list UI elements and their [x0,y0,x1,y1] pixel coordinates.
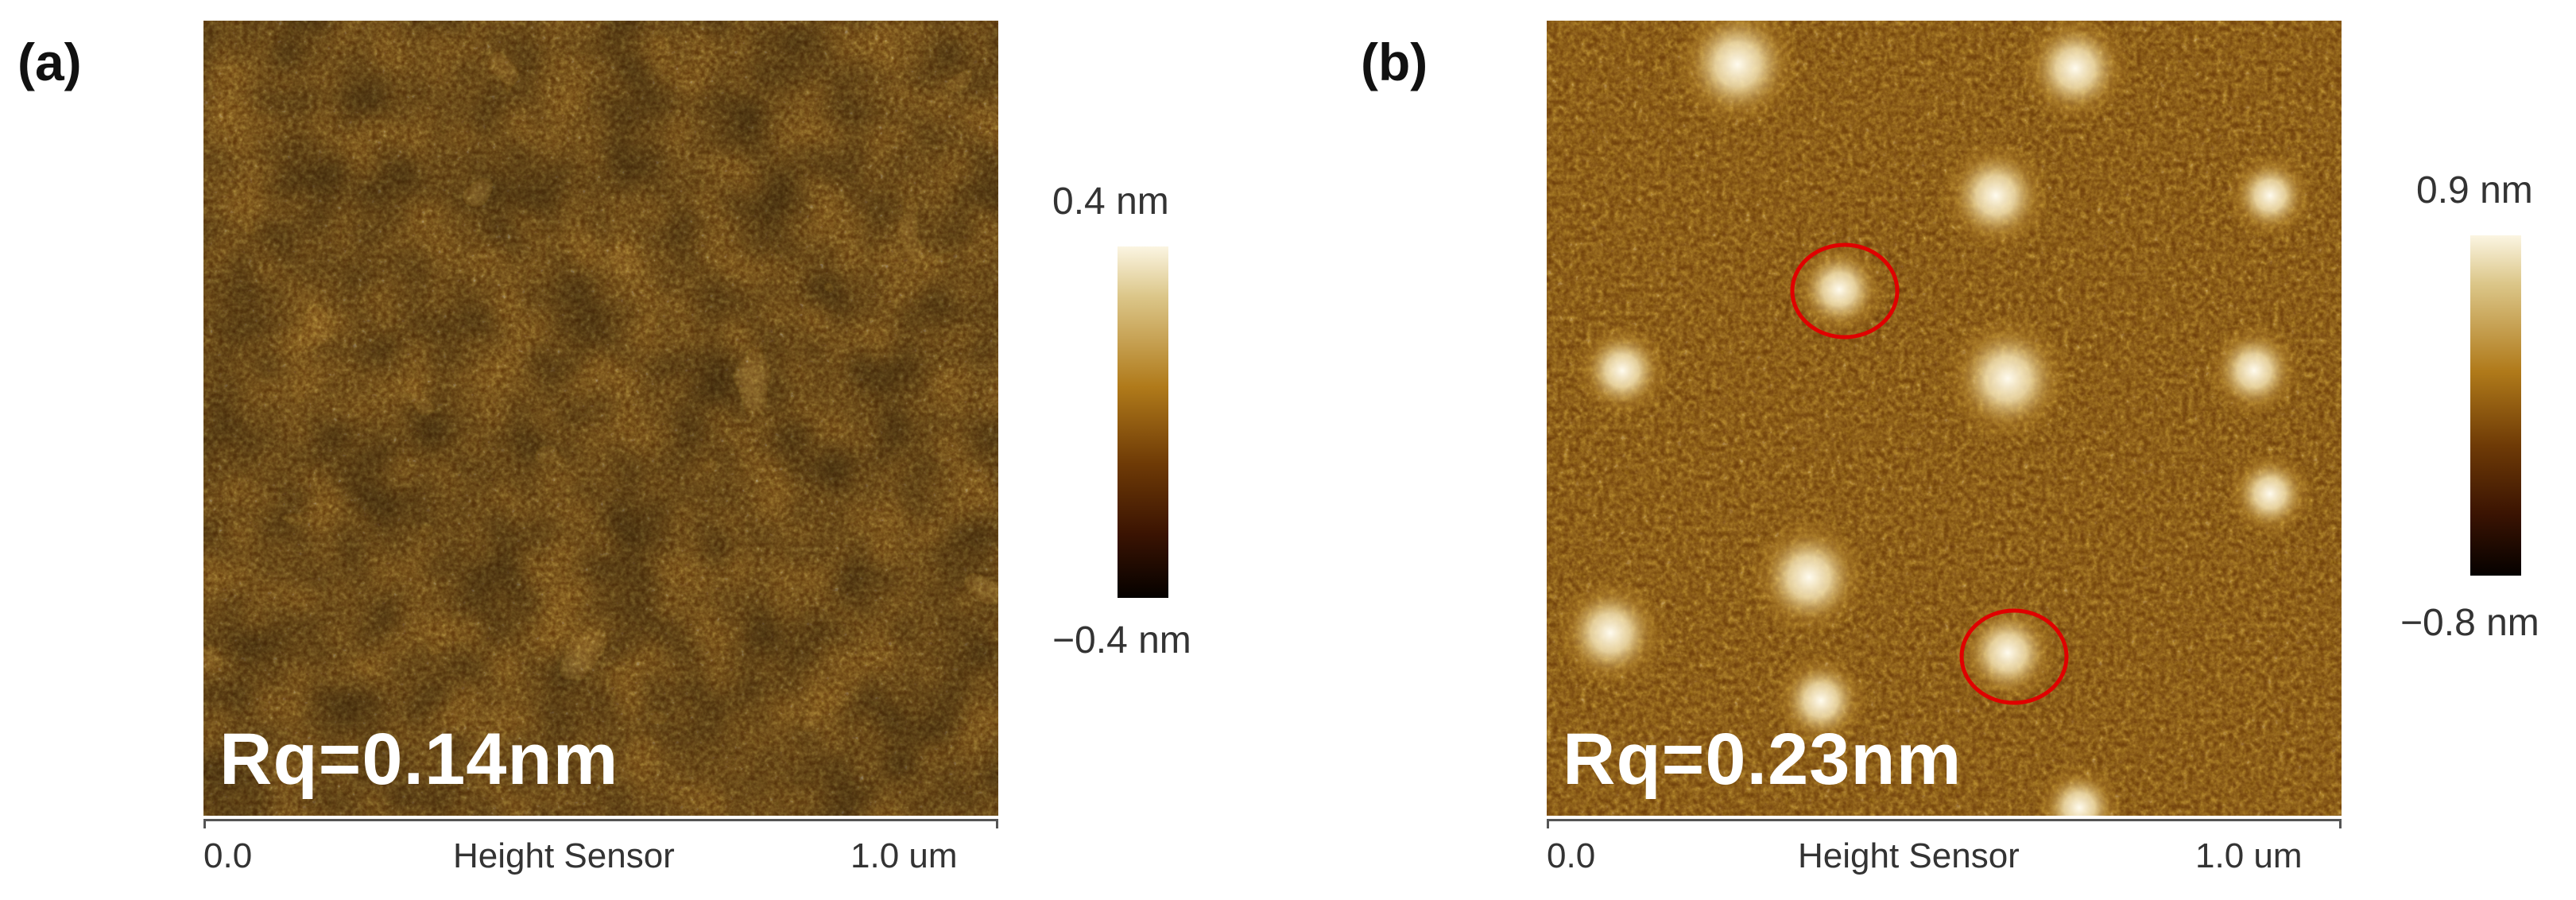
x-axis-tick-end-b [2339,819,2342,828]
x-axis-tick-start-b [1547,819,1549,828]
highlight-circle-2 [1959,608,2069,705]
x-axis-tick-start-a [203,819,206,828]
highlight-circle-1 [1790,242,1900,339]
x-axis-end-b: 1.0 um [2195,836,2303,875]
x-axis-label-b: Height Sensor [1798,836,2020,875]
height-scale-bar-b [2470,235,2521,576]
scale-min-b: −0.8 nm [2400,602,2539,644]
x-axis-line-a [203,819,998,821]
x-axis-label-a: Height Sensor [453,836,675,875]
afm-height-image-a: Rq=0.14nm [203,21,998,816]
roughness-label-b: Rq=0.23nm [1563,719,1962,800]
afm-height-image-b: Rq=0.23nm [1547,21,2342,816]
x-axis-start-b: 0.0 [1547,836,1596,875]
x-axis-end-a: 1.0 um [850,836,958,875]
x-axis-line-b [1547,819,2342,821]
x-axis-start-a: 0.0 [203,836,253,875]
scale-max-a: 0.4 nm [1052,180,1169,223]
scale-min-a: −0.4 nm [1052,619,1191,661]
roughness-label-a: Rq=0.14nm [219,719,619,800]
x-axis-tick-end-a [996,819,998,828]
height-scale-bar-a [1118,246,1168,598]
surface-features-b [1555,21,2314,816]
panel-a-label: (a) [17,33,82,91]
scale-max-b: 0.9 nm [2416,169,2533,211]
panel-b-label: (b) [1361,33,1428,91]
